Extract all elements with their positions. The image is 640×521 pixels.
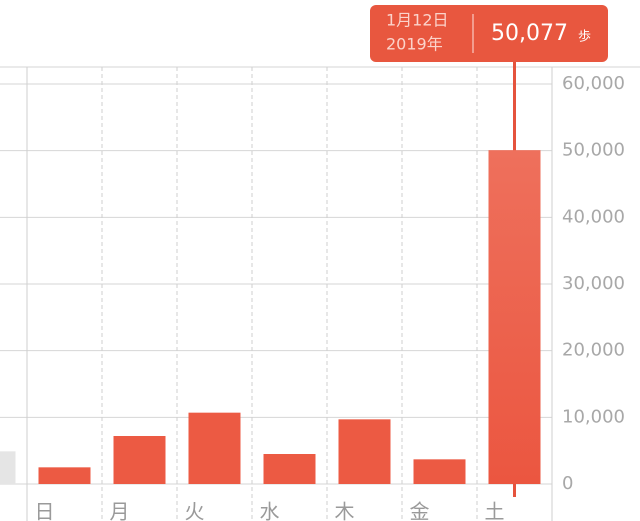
tooltip-box — [370, 5, 608, 62]
x-tick-label: 水 — [260, 500, 280, 521]
y-tick-label: 40,000 — [562, 206, 625, 227]
bar — [0, 451, 16, 484]
bar — [113, 436, 166, 484]
x-tick-label: 木 — [335, 500, 355, 521]
y-tick-label: 10,000 — [562, 406, 625, 427]
tooltip: 1月12日 2019年 50,077 歩 — [370, 5, 608, 62]
x-tick-label: 月 — [110, 500, 130, 521]
tooltip-year: 2019年 — [386, 35, 443, 54]
y-tick-label: 30,000 — [562, 273, 625, 294]
x-tick-label: 火 — [185, 500, 205, 521]
bar — [263, 454, 316, 484]
bar — [413, 459, 466, 484]
y-tick-label: 20,000 — [562, 340, 625, 361]
y-tick-label: 0 — [562, 473, 573, 494]
tooltip-date: 1月12日 — [386, 11, 449, 30]
bar — [38, 467, 91, 484]
tooltip-value: 50,077 — [491, 21, 568, 46]
bar — [338, 419, 391, 484]
x-tick-label: 土 — [485, 500, 505, 521]
y-tick-label: 50,000 — [562, 140, 625, 161]
y-tick-label: 60,000 — [562, 73, 625, 94]
tooltip-unit: 歩 — [578, 30, 591, 45]
bar — [188, 412, 241, 484]
x-tick-label: 金 — [410, 500, 430, 521]
x-tick-label: 日 — [35, 500, 55, 521]
bar — [488, 150, 541, 485]
